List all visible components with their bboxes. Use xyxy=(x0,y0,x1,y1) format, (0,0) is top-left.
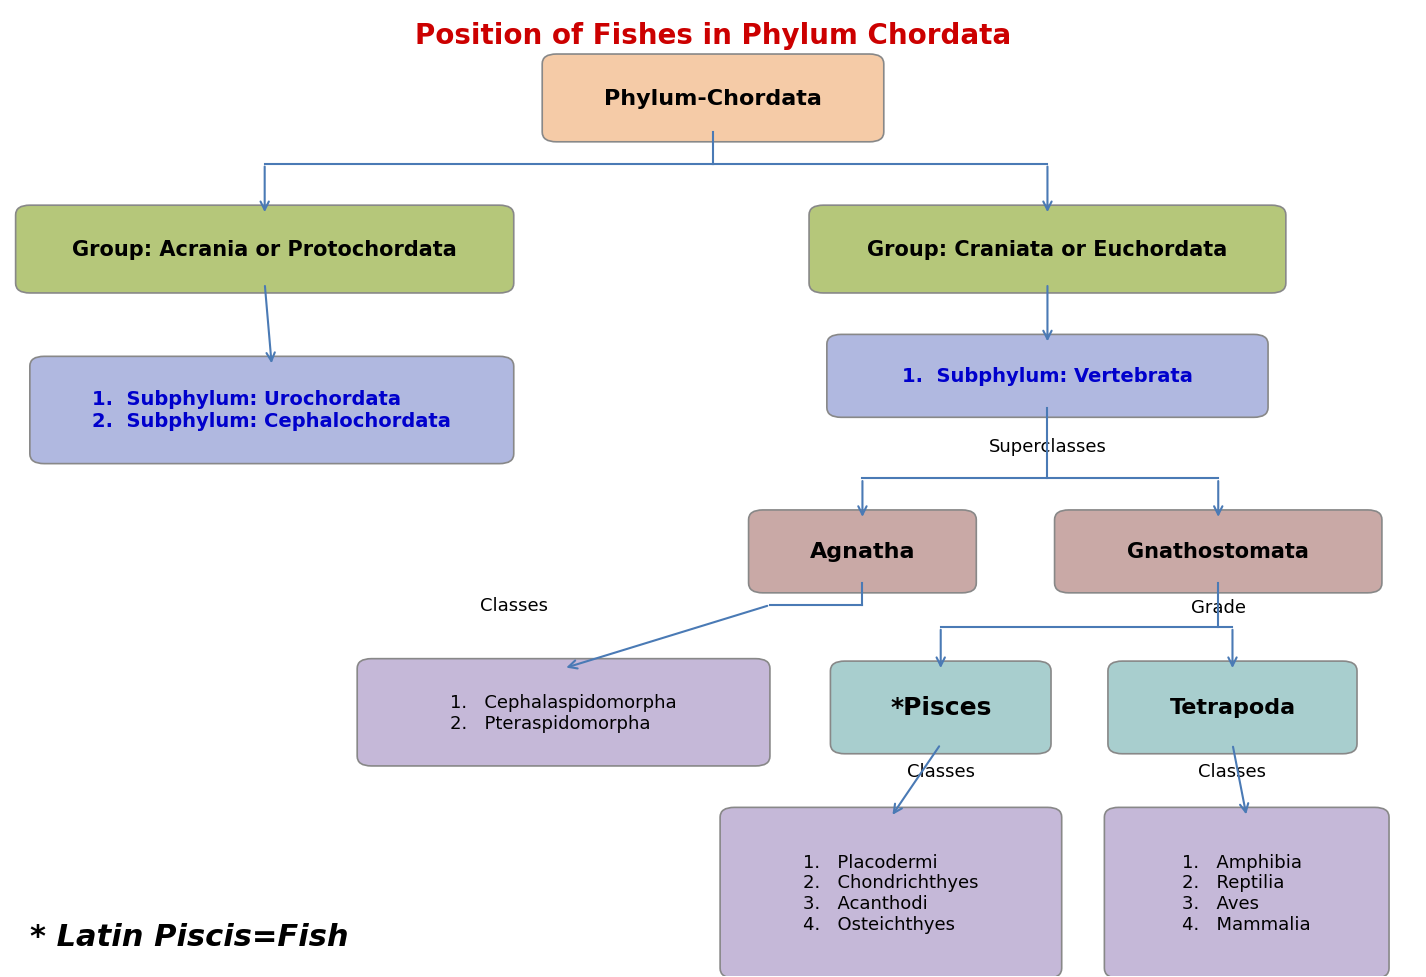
Text: 1.  Subphylum: Vertebrata: 1. Subphylum: Vertebrata xyxy=(903,367,1194,386)
Text: Classes: Classes xyxy=(907,762,975,780)
FancyBboxPatch shape xyxy=(809,206,1286,294)
Text: Tetrapoda: Tetrapoda xyxy=(1169,698,1296,718)
Text: Classes: Classes xyxy=(479,596,548,615)
Text: Phylum-Chordata: Phylum-Chordata xyxy=(605,89,821,108)
FancyBboxPatch shape xyxy=(16,206,513,294)
Text: Superclasses: Superclasses xyxy=(988,438,1107,455)
Text: Group: Acrania or Protochordata: Group: Acrania or Protochordata xyxy=(73,239,458,260)
Text: 1.   Placodermi
2.   Chondrichthyes
3.   Acanthodi
4.   Osteichthyes: 1. Placodermi 2. Chondrichthyes 3. Acant… xyxy=(803,853,978,933)
FancyBboxPatch shape xyxy=(1108,661,1358,754)
Text: Agnatha: Agnatha xyxy=(810,542,915,562)
Text: Position of Fishes in Phylum Chordata: Position of Fishes in Phylum Chordata xyxy=(415,21,1011,50)
FancyBboxPatch shape xyxy=(542,55,884,143)
Text: *Pisces: *Pisces xyxy=(890,696,991,720)
FancyBboxPatch shape xyxy=(830,661,1051,754)
Text: 1.   Amphibia
2.   Reptilia
3.   Aves
4.   Mammalia: 1. Amphibia 2. Reptilia 3. Aves 4. Mamma… xyxy=(1182,853,1310,933)
Text: Group: Craniata or Euchordata: Group: Craniata or Euchordata xyxy=(867,239,1228,260)
FancyBboxPatch shape xyxy=(30,357,513,464)
Text: Grade: Grade xyxy=(1191,598,1246,616)
FancyBboxPatch shape xyxy=(1055,510,1382,593)
FancyBboxPatch shape xyxy=(356,659,770,766)
Text: 1.   Cephalaspidomorpha
2.   Pteraspidomorpha: 1. Cephalaspidomorpha 2. Pteraspidomorph… xyxy=(451,694,677,732)
Text: 1.  Subphylum: Urochordata
2.  Subphylum: Cephalochordata: 1. Subphylum: Urochordata 2. Subphylum: … xyxy=(93,390,451,431)
FancyBboxPatch shape xyxy=(827,335,1268,418)
FancyBboxPatch shape xyxy=(720,808,1062,977)
Text: * Latin Piscis=Fish: * Latin Piscis=Fish xyxy=(30,922,348,952)
Text: Gnathostomata: Gnathostomata xyxy=(1128,542,1309,562)
FancyBboxPatch shape xyxy=(749,510,977,593)
FancyBboxPatch shape xyxy=(1104,808,1389,977)
Text: Classes: Classes xyxy=(1198,762,1266,780)
